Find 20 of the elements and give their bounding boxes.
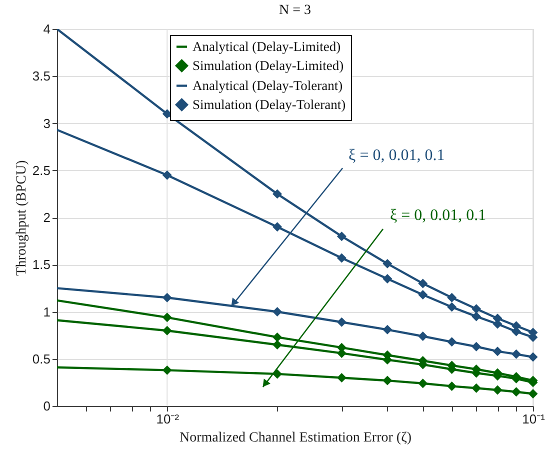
y-tick-label: 4 — [43, 22, 50, 36]
y-axis-title: Throughput (BPCU) — [14, 160, 30, 276]
chart-title: N = 3 — [278, 3, 312, 18]
y-tick-label: 1.5 — [32, 257, 50, 272]
legend-label: Simulation (Delay-Limited) — [192, 58, 344, 73]
x-tick-label: 10⁻² — [156, 412, 180, 426]
y-tick-label: 1 — [43, 304, 50, 320]
legend-label: Simulation (Delay-Tolerant) — [192, 96, 346, 112]
y-tick-label: 3 — [43, 116, 50, 131]
y-tick-label: 0 — [43, 398, 50, 414]
y-tick-label: 2 — [43, 210, 50, 225]
y-tick-label: 0.5 — [32, 351, 50, 366]
annotation: ξ = 0, 0.01, 0.1 — [390, 207, 486, 224]
legend-label: Analytical (Delay-Limited) — [192, 38, 341, 54]
y-tick-label: 3.5 — [32, 68, 50, 84]
y-tick-label: 2.5 — [32, 162, 50, 178]
x-axis-title: Normalized Channel Estimation Error (ζ) — [179, 430, 412, 446]
x-tick-label: 10⁻¹ — [522, 412, 545, 426]
legend-label: Analytical (Delay-Tolerant) — [192, 78, 343, 93]
annotation: ξ = 0, 0.01, 0.1 — [348, 147, 445, 164]
